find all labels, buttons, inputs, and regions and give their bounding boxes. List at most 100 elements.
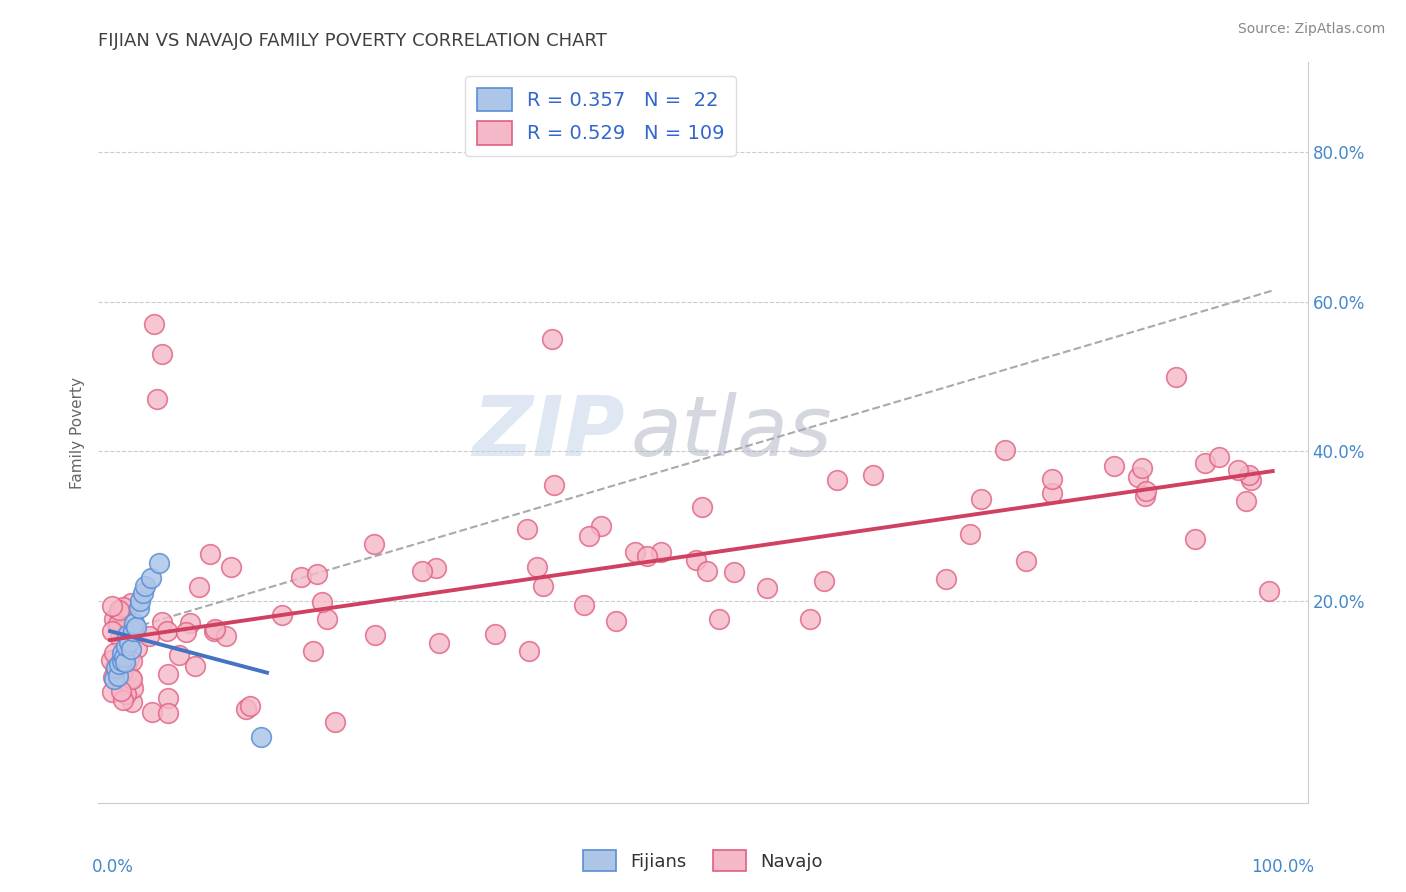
Point xyxy=(143,317,166,331)
Point xyxy=(108,657,131,672)
Point xyxy=(1226,463,1249,477)
Point xyxy=(290,570,312,584)
Point xyxy=(156,691,179,706)
Point xyxy=(100,685,122,699)
Point xyxy=(101,670,124,684)
Point xyxy=(323,714,346,729)
Point xyxy=(124,616,146,631)
Point xyxy=(108,631,131,645)
Point xyxy=(692,500,714,514)
Point xyxy=(121,672,143,686)
Point xyxy=(235,702,257,716)
Point xyxy=(112,600,135,615)
Point xyxy=(184,659,207,673)
Point xyxy=(427,636,450,650)
Point xyxy=(120,642,142,657)
Point xyxy=(124,620,146,634)
Point xyxy=(1015,554,1038,568)
Point xyxy=(311,595,333,609)
Point xyxy=(1208,450,1230,465)
Point xyxy=(363,537,385,551)
Point xyxy=(970,492,993,507)
Point xyxy=(636,549,658,563)
Point xyxy=(935,572,957,586)
Point xyxy=(572,598,595,612)
Point xyxy=(156,624,179,638)
Point xyxy=(221,559,243,574)
Point xyxy=(107,602,129,616)
Point xyxy=(121,695,143,709)
Point xyxy=(959,526,981,541)
Text: atlas: atlas xyxy=(630,392,832,473)
Point xyxy=(994,443,1017,458)
Legend: R = 0.357   N =  22, R = 0.529   N = 109: R = 0.357 N = 22, R = 0.529 N = 109 xyxy=(465,76,737,156)
Point xyxy=(1237,468,1260,483)
Point xyxy=(134,579,156,593)
Point xyxy=(204,622,226,636)
Point xyxy=(411,564,433,578)
Point xyxy=(305,567,328,582)
Point xyxy=(145,392,167,406)
Point xyxy=(1240,473,1263,487)
Text: 100.0%: 100.0% xyxy=(1250,858,1313,876)
Point xyxy=(120,671,142,685)
Point xyxy=(756,581,779,595)
Point xyxy=(104,661,127,675)
Point xyxy=(157,706,180,720)
Point xyxy=(100,653,122,667)
Point xyxy=(813,574,835,588)
Point xyxy=(799,612,821,626)
Point xyxy=(128,601,150,615)
Point xyxy=(709,612,731,626)
Point xyxy=(526,560,548,574)
Point xyxy=(1130,461,1153,475)
Point xyxy=(115,658,138,673)
Point xyxy=(239,698,262,713)
Point xyxy=(157,666,180,681)
Point xyxy=(862,468,884,483)
Point xyxy=(117,627,139,641)
Point xyxy=(650,545,672,559)
Point xyxy=(103,646,125,660)
Point xyxy=(141,705,163,719)
Point xyxy=(107,605,129,619)
Point xyxy=(118,635,141,649)
Point xyxy=(115,665,138,680)
Point xyxy=(302,644,325,658)
Point xyxy=(723,565,745,579)
Point xyxy=(101,624,124,639)
Point xyxy=(696,564,718,578)
Legend: Fijians, Navajo: Fijians, Navajo xyxy=(576,843,830,879)
Point xyxy=(105,662,128,676)
Point xyxy=(315,612,337,626)
Point xyxy=(101,599,124,614)
Point xyxy=(114,655,136,669)
Point xyxy=(484,627,506,641)
Point xyxy=(516,522,538,536)
Point xyxy=(125,641,148,656)
Point xyxy=(1194,456,1216,470)
Point xyxy=(215,629,238,643)
Point xyxy=(167,648,190,662)
Point xyxy=(271,607,294,622)
Point xyxy=(176,624,198,639)
Point xyxy=(187,580,209,594)
Y-axis label: Family Poverty: Family Poverty xyxy=(69,376,84,489)
Point xyxy=(111,652,134,666)
Point xyxy=(107,668,129,682)
Point xyxy=(111,654,134,668)
Point xyxy=(1133,489,1156,503)
Point xyxy=(1104,459,1126,474)
Point xyxy=(517,644,540,658)
Point xyxy=(540,332,562,346)
Point xyxy=(114,687,136,701)
Point xyxy=(138,629,160,643)
Point xyxy=(364,628,387,642)
Point xyxy=(111,666,134,681)
Point xyxy=(124,622,146,636)
Point xyxy=(139,571,162,585)
Point xyxy=(115,639,138,653)
Text: FIJIAN VS NAVAJO FAMILY POVERTY CORRELATION CHART: FIJIAN VS NAVAJO FAMILY POVERTY CORRELAT… xyxy=(98,32,607,50)
Point xyxy=(131,586,153,600)
Point xyxy=(605,615,627,629)
